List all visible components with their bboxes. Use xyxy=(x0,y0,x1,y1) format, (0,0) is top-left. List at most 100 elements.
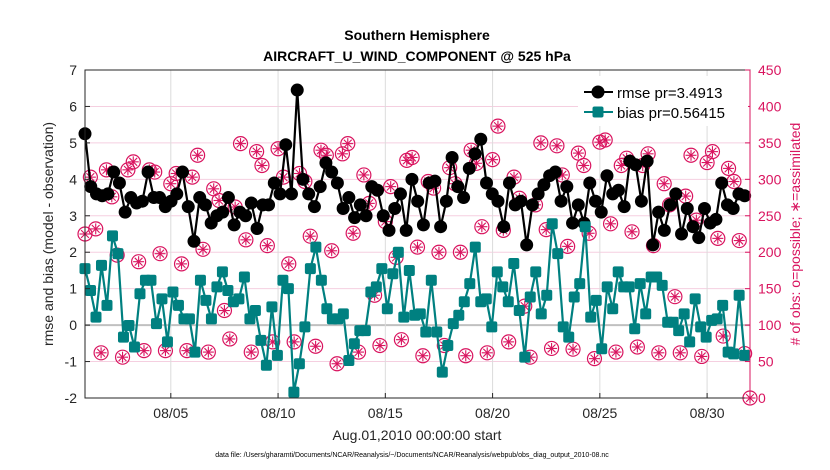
rmse-point xyxy=(697,201,711,215)
obs-assimilated-asterisk xyxy=(327,246,336,256)
bias-point xyxy=(106,230,118,242)
bias-point xyxy=(563,331,575,343)
y-right-tick-label: 350 xyxy=(758,135,782,151)
obs-assimilated-asterisk xyxy=(123,165,133,175)
obs-count-marker xyxy=(452,244,469,260)
obs-possible-circle xyxy=(88,221,104,237)
obs-assimilated-asterisk xyxy=(204,347,213,357)
bias-point xyxy=(728,348,740,360)
obs-possible-circle xyxy=(334,146,351,162)
obs-count-marker xyxy=(216,302,233,319)
obs-count-marker xyxy=(586,351,603,367)
bias-point xyxy=(321,303,333,315)
rmse-point xyxy=(244,196,258,210)
bias-point xyxy=(579,221,591,233)
obs-possible-circle xyxy=(404,149,420,166)
obs-count-marker xyxy=(222,331,238,347)
obs-count-marker xyxy=(608,344,624,360)
obs-count-marker xyxy=(393,332,410,348)
bias-point xyxy=(442,340,454,352)
rmse-point xyxy=(118,205,132,219)
y-tick-label: 5 xyxy=(69,135,77,151)
obs-assimilated-asterisk xyxy=(713,234,723,243)
bias-point xyxy=(183,313,195,325)
obs-assimilated-asterisk xyxy=(536,138,546,148)
rmse-point xyxy=(181,200,195,214)
bias-point xyxy=(156,293,168,305)
obs-assimilated-asterisk xyxy=(359,170,369,180)
obs-possible-circle xyxy=(710,230,726,246)
obs-count-marker xyxy=(345,225,361,241)
obs-possible-circle xyxy=(656,176,672,192)
obs-possible-circle xyxy=(383,179,399,195)
bias-point xyxy=(546,218,558,230)
rmse-point xyxy=(560,180,574,194)
legend-bias-label: bias pr=0.56415 xyxy=(617,105,725,122)
legend-rmse-marker xyxy=(591,85,605,99)
rmse-point xyxy=(583,176,597,190)
obs-count-marker xyxy=(249,144,265,160)
obs-assimilated-asterisk xyxy=(627,227,637,237)
x-tick-label: 08/20 xyxy=(475,405,510,421)
bias-point xyxy=(568,291,580,303)
obs-assimilated-asterisk xyxy=(236,139,245,148)
bias-point xyxy=(310,241,322,253)
obs-assimilated-asterisk xyxy=(686,151,696,160)
bias-point xyxy=(376,263,388,275)
rmse-point xyxy=(336,201,350,215)
rmse-point xyxy=(629,158,643,172)
rmse-point xyxy=(439,194,453,208)
obs-assimilated-asterisk xyxy=(187,172,197,182)
bias-point xyxy=(425,274,437,286)
bias-point xyxy=(304,263,316,275)
bias-point xyxy=(117,331,129,343)
bias-point xyxy=(530,266,542,278)
rmse-point xyxy=(646,238,660,252)
rmse-point xyxy=(726,201,740,215)
bias-point xyxy=(266,301,278,313)
rmse-point xyxy=(198,198,212,212)
rmse-point xyxy=(709,212,723,226)
bias-point xyxy=(673,325,685,337)
obs-assimilated-asterisk xyxy=(461,351,471,361)
y-axis-right-label: # of obs: o=possible; ∗=assimilated xyxy=(787,123,803,346)
bias-point xyxy=(656,279,668,291)
rmse-point xyxy=(262,198,276,212)
bias-point xyxy=(607,303,619,315)
rmse-point xyxy=(273,187,287,201)
obs-count-marker xyxy=(683,147,699,163)
bias-point xyxy=(524,291,536,303)
rmse-point xyxy=(302,187,316,201)
obs-assimilated-asterisk xyxy=(220,306,229,315)
y-right-tick-label: 300 xyxy=(758,171,782,187)
rmse-point xyxy=(112,176,126,190)
y-tick-label: 6 xyxy=(69,98,77,114)
obs-possible-circle xyxy=(254,157,270,174)
bias-point xyxy=(238,271,250,283)
obs-assimilated-asterisk xyxy=(257,161,267,170)
obs-count-marker xyxy=(651,345,667,361)
obs-assimilated-asterisk xyxy=(654,348,664,358)
rmse-point xyxy=(611,183,625,197)
bias-point xyxy=(288,386,300,398)
rmse-point xyxy=(738,189,752,203)
obs-count-marker xyxy=(543,340,560,357)
obs-count-marker xyxy=(163,176,179,192)
bias-point xyxy=(464,278,476,290)
obs-count-marker xyxy=(624,224,640,240)
rmse-point xyxy=(342,191,356,205)
bias-point xyxy=(381,303,393,315)
y-tick-label: 4 xyxy=(69,171,77,187)
obs-possible-circle xyxy=(114,349,131,365)
obs-assimilated-asterisk xyxy=(252,147,261,156)
obs-possible-circle xyxy=(238,232,254,248)
obs-assimilated-asterisk xyxy=(246,347,256,357)
bias-point xyxy=(497,281,509,293)
rmse-point xyxy=(640,154,654,168)
bias-point xyxy=(651,271,663,283)
obs-assimilated-asterisk xyxy=(166,179,176,188)
rmse-point xyxy=(330,176,344,190)
obs-possible-circle xyxy=(549,138,565,154)
obs-count-marker xyxy=(340,136,356,152)
bias-point xyxy=(612,266,624,278)
